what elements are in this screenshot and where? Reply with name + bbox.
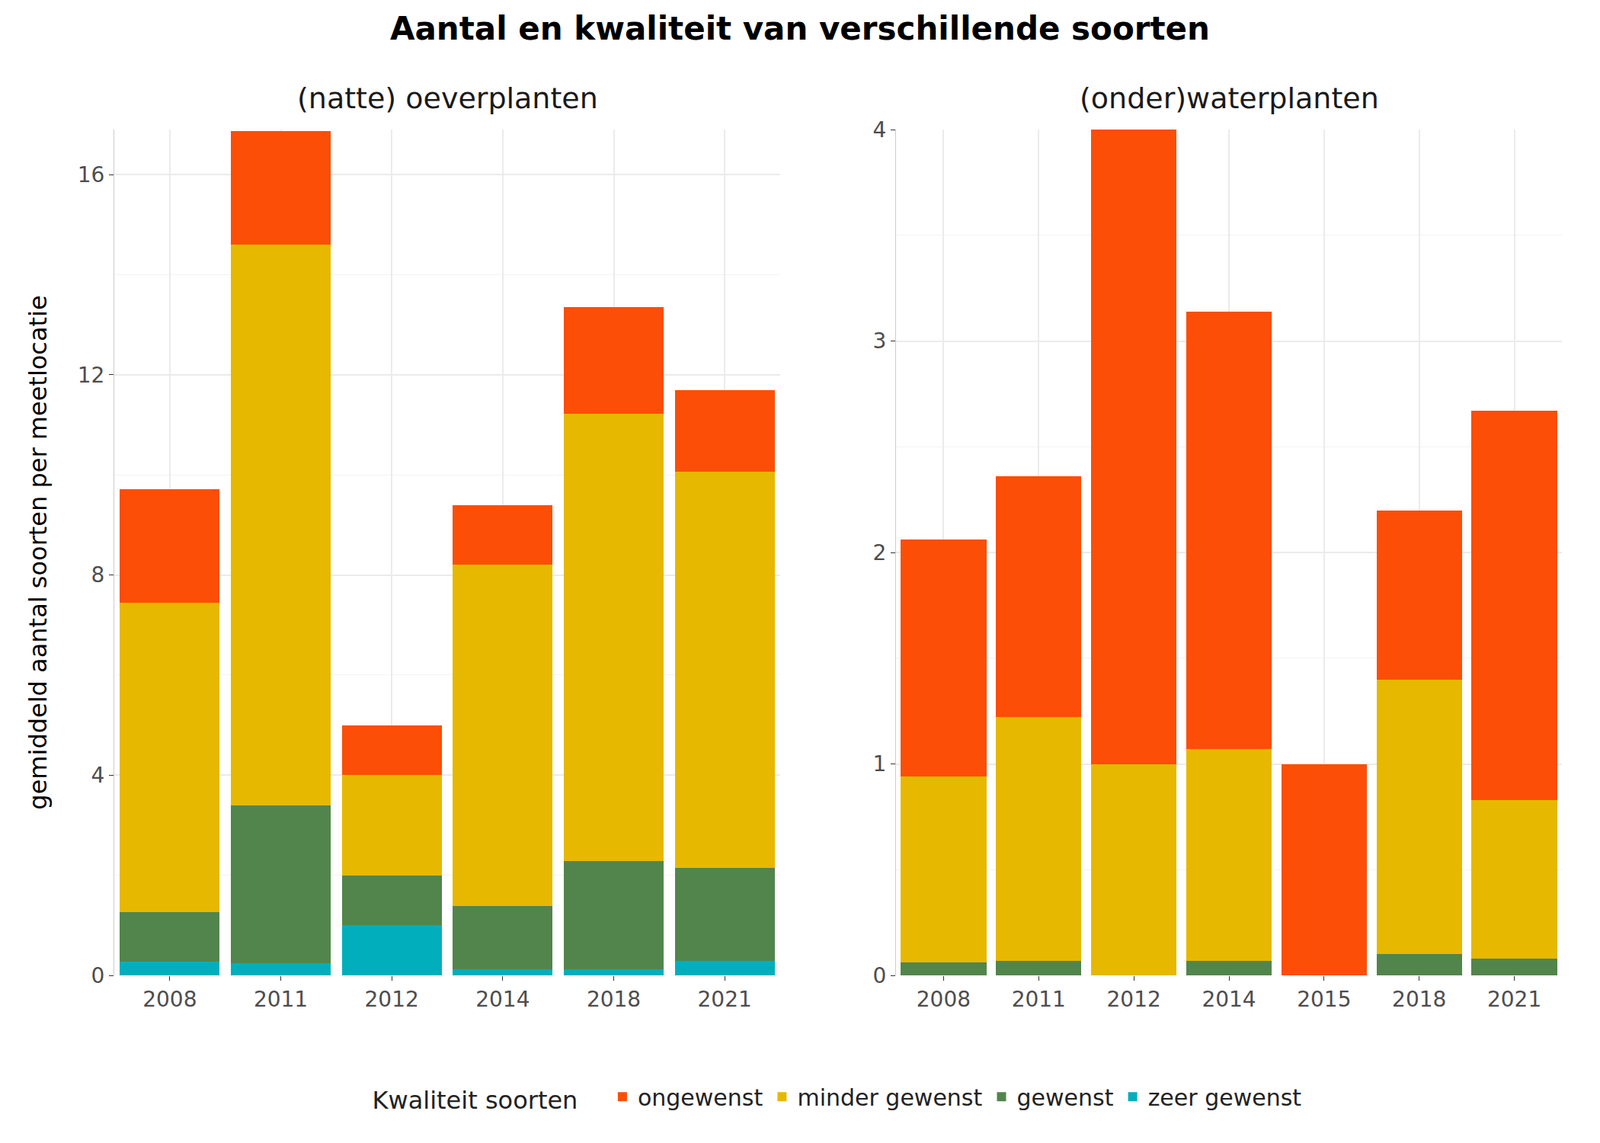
svg-text:2011: 2011 [253, 986, 308, 1012]
svg-text:2014: 2014 [1201, 986, 1256, 1012]
svg-text:ongewenst: ongewenst [637, 1084, 764, 1111]
svg-text:gemiddeld aantal soorten per m: gemiddeld aantal soorten per meetlocatie [23, 294, 53, 810]
svg-text:12: 12 [77, 362, 106, 388]
svg-text:Kwaliteit soorten: Kwaliteit soorten [372, 1085, 602, 1115]
svg-text:2021: 2021 [1487, 986, 1542, 1012]
svg-text:2011: 2011 [1011, 986, 1066, 1012]
svg-text:2015: 2015 [1296, 986, 1351, 1012]
svg-text:Aantal en kwaliteit van versch: Aantal en kwaliteit van verschillende so… [390, 9, 1210, 48]
svg-text:(natte) oeverplanten: (natte) oeverplanten [297, 81, 599, 116]
svg-text:2012: 2012 [364, 986, 420, 1012]
svg-text:2021: 2021 [697, 986, 752, 1012]
svg-text:(onder)waterplanten: (onder)waterplanten [1079, 81, 1380, 116]
svg-text:3: 3 [873, 328, 887, 354]
svg-text:1: 1 [873, 751, 887, 777]
svg-text:4: 4 [873, 117, 887, 143]
svg-text:2008: 2008 [142, 986, 197, 1012]
svg-text:2: 2 [873, 540, 887, 566]
svg-text:gewenst: gewenst [1016, 1084, 1114, 1111]
svg-text:0: 0 [91, 963, 106, 989]
svg-text:0: 0 [873, 963, 887, 989]
svg-text:2018: 2018 [1392, 986, 1447, 1012]
svg-text:4: 4 [91, 762, 106, 788]
svg-text:2018: 2018 [586, 986, 641, 1012]
svg-text:16: 16 [77, 162, 106, 188]
svg-text:minder gewenst: minder gewenst [796, 1084, 983, 1111]
svg-text:2012: 2012 [1107, 986, 1162, 1012]
svg-text:2014: 2014 [475, 986, 530, 1012]
svg-text:2008: 2008 [916, 986, 971, 1012]
svg-text:zeer gewenst: zeer gewenst [1148, 1084, 1303, 1111]
svg-text:8: 8 [91, 562, 106, 588]
